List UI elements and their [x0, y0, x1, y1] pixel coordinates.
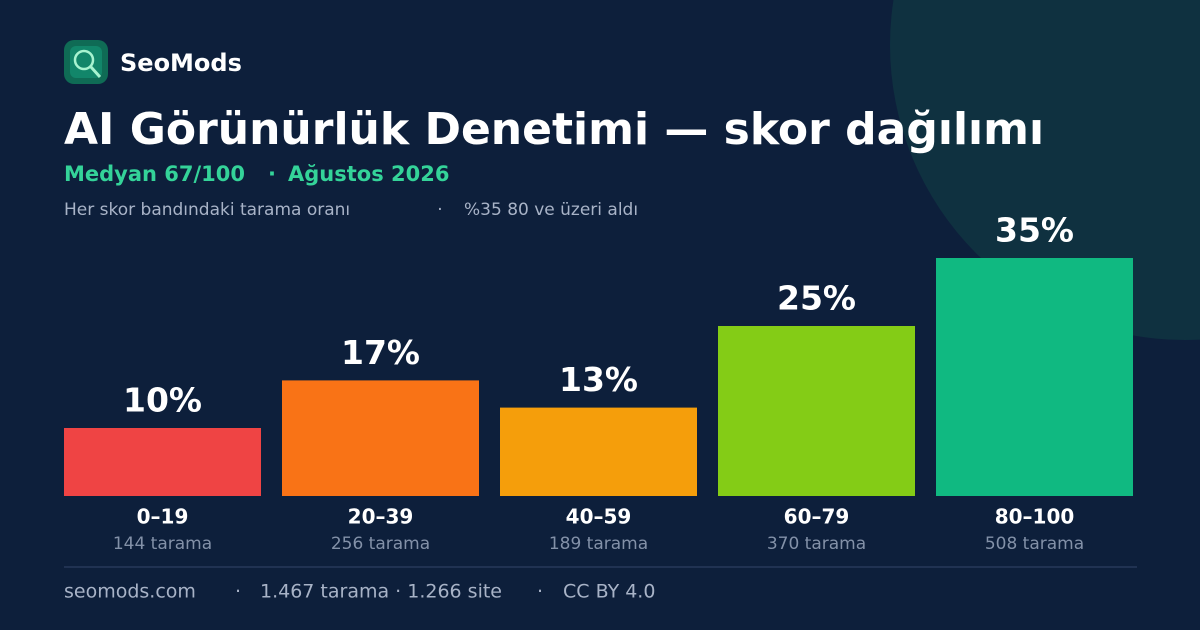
logo — [64, 40, 108, 84]
category-note: 144 tarama — [113, 534, 212, 554]
category-note: 370 tarama — [767, 534, 866, 554]
decor-circle — [890, 0, 1200, 340]
bar — [64, 428, 261, 496]
category-note: 256 tarama — [331, 534, 430, 554]
brand: SeoMods — [120, 49, 242, 77]
value-label: 35% — [995, 211, 1074, 250]
value-label: 10% — [123, 381, 202, 420]
footer-stats: 1.467 tarama · 1.266 site — [260, 581, 502, 603]
value-label: 13% — [559, 360, 638, 399]
category-label: 80–100 — [995, 505, 1075, 529]
chart-title: AI Görünürlük Denetimi — skor dağılımı — [64, 104, 1044, 155]
category-note: 508 tarama — [985, 534, 1084, 554]
category-label: 40–59 — [566, 505, 632, 529]
separator: · — [268, 162, 276, 186]
description: Her skor bandındaki tarama oranı — [64, 200, 350, 220]
value-label: 25% — [777, 279, 856, 318]
separator: · — [537, 581, 543, 603]
separator: · — [437, 200, 442, 220]
bar — [718, 326, 915, 496]
bar — [282, 380, 479, 496]
description: %35 80 ve üzeri aldı — [464, 200, 638, 220]
category-label: 60–79 — [784, 505, 850, 529]
footer-license: CC BY 4.0 — [563, 581, 655, 603]
bar — [500, 407, 697, 496]
footer-site: seomods.com — [64, 581, 196, 603]
value-label: 17% — [341, 333, 420, 372]
category-note: 189 tarama — [549, 534, 648, 554]
subtitle: Medyan 67/100 — [64, 162, 245, 186]
category-label: 0–19 — [137, 505, 189, 529]
separator: · — [235, 581, 241, 603]
subtitle: Ağustos 2026 — [288, 162, 449, 186]
category-label: 20–39 — [348, 505, 414, 529]
bar — [936, 258, 1133, 496]
